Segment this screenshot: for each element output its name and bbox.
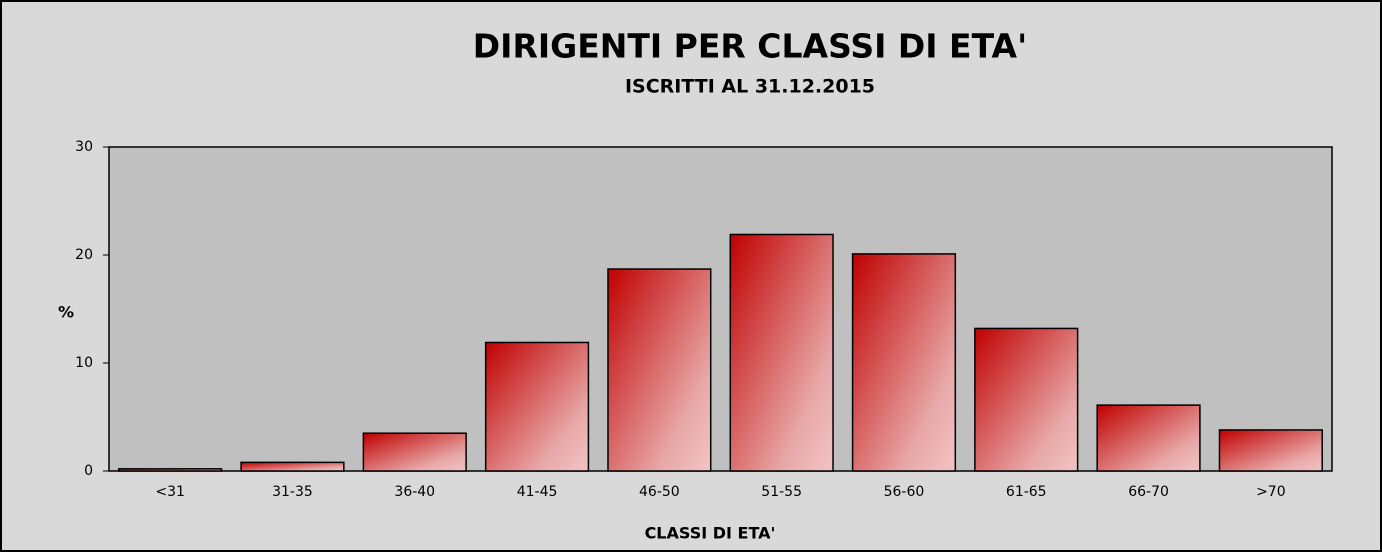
x-tick-label: 51-55 — [761, 484, 802, 500]
bar — [974, 327, 1079, 472]
chart-subtitle: ISCRITTI AL 31.12.2015 — [625, 76, 875, 98]
x-tick-label: 46-50 — [639, 484, 680, 500]
y-axis-label: % — [58, 303, 74, 322]
x-tick-label: 41-45 — [517, 484, 558, 500]
bar — [484, 341, 590, 472]
bar — [729, 233, 834, 472]
bar — [118, 468, 223, 472]
x-axis-label: CLASSI DI ETA' — [645, 524, 776, 543]
x-tick-label: 61-65 — [1006, 484, 1047, 500]
y-tick-label: 30 — [75, 139, 93, 155]
x-tick-label: <31 — [155, 484, 185, 500]
bar — [240, 461, 345, 472]
chart-title: DIRIGENTI PER CLASSI DI ETA' — [473, 27, 1027, 66]
bar — [1218, 429, 1323, 472]
x-tick-label: >70 — [1256, 484, 1286, 500]
x-tick-label: 56-60 — [884, 484, 925, 500]
x-tick-label: 66-70 — [1128, 484, 1169, 500]
x-tick-label: 31-35 — [272, 484, 313, 500]
bar — [362, 432, 467, 472]
bar — [851, 253, 957, 472]
y-tick-label: 20 — [75, 247, 93, 263]
bar — [607, 268, 712, 472]
bar — [1096, 404, 1201, 472]
y-tick-label: 10 — [75, 355, 93, 371]
y-tick-label: 0 — [84, 463, 93, 479]
x-tick-label: 36-40 — [394, 484, 435, 500]
